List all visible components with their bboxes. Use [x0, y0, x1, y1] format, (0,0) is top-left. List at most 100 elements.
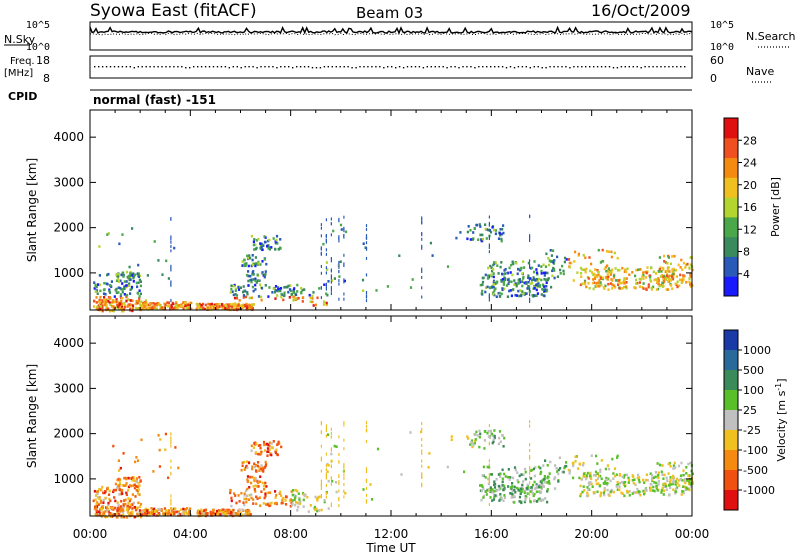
power-cell — [668, 274, 671, 278]
velocity-cell — [98, 508, 102, 511]
power-cell — [506, 271, 509, 275]
velocity-cell — [476, 434, 479, 437]
power-cell — [598, 284, 601, 288]
velocity-cell — [139, 511, 142, 514]
velocity-cell — [663, 473, 666, 477]
velocity-cell — [245, 500, 248, 504]
velocity-cell — [170, 438, 172, 442]
power-cell — [338, 266, 340, 269]
velocity-cell — [582, 463, 585, 467]
power-cell — [650, 266, 653, 270]
velocity-cell — [238, 500, 241, 503]
power-cell — [247, 256, 250, 260]
velocity-cell — [157, 507, 160, 511]
velocity-cell — [243, 497, 246, 501]
velocity-cell — [112, 488, 115, 492]
power-cell — [563, 260, 566, 264]
power-cell — [227, 307, 230, 310]
power-cell — [683, 274, 686, 278]
freq-point — [438, 66, 440, 68]
power-cell — [689, 282, 692, 285]
velocity-cell — [565, 461, 568, 464]
velocity-cell — [599, 468, 602, 472]
power-cell — [653, 278, 656, 282]
power-cell — [542, 271, 546, 275]
velocity-cell — [606, 464, 609, 467]
power-cell — [635, 282, 638, 285]
power-cell — [141, 304, 144, 307]
power-cell — [541, 283, 545, 287]
power-cell — [375, 289, 378, 292]
velocity-cell — [623, 494, 626, 498]
velocity-cell — [131, 479, 135, 482]
power-cell — [488, 246, 490, 249]
velocity-cell — [307, 510, 310, 513]
power-cell — [481, 283, 484, 287]
power-cell — [116, 303, 119, 307]
velocity-cell — [595, 454, 598, 458]
power-cell — [667, 266, 670, 269]
power-cell — [110, 280, 113, 283]
power-cell — [128, 278, 131, 282]
velocity-cell — [510, 487, 513, 491]
power-cell — [610, 278, 613, 281]
power-cell — [476, 223, 479, 227]
power-cell — [247, 279, 250, 283]
power-cell — [642, 282, 645, 285]
power-cell — [149, 306, 152, 310]
velocity-cell — [264, 494, 267, 498]
power-cell — [617, 279, 620, 282]
velocity-cell — [539, 466, 542, 470]
velocity-cell — [102, 491, 105, 495]
power-cell — [537, 264, 540, 267]
power-cell — [333, 277, 336, 280]
power-cell — [251, 285, 254, 289]
velocity-cell — [622, 476, 625, 479]
velocity-cell — [314, 495, 317, 499]
power-cell — [543, 285, 546, 288]
velocity-cell — [150, 509, 153, 513]
velocity-cell — [158, 448, 161, 452]
power-cell — [251, 307, 254, 310]
power-cell — [659, 283, 663, 287]
velocity-cell — [96, 501, 99, 504]
power-cell — [365, 227, 368, 231]
power-cell — [246, 306, 249, 310]
velocity-cell — [258, 469, 261, 472]
power-cell — [251, 273, 254, 276]
freq-point — [418, 66, 421, 68]
power-cell — [508, 266, 511, 270]
power-cell — [592, 278, 595, 281]
power-cell — [327, 280, 330, 283]
velocity-cell — [224, 511, 227, 515]
velocity-cell — [523, 500, 526, 504]
velocity-cell — [446, 465, 449, 469]
power-cell — [421, 246, 423, 250]
power-cell — [234, 293, 237, 296]
velocity-cell — [479, 432, 482, 436]
power-cell — [93, 299, 96, 303]
power-cell — [642, 287, 645, 290]
power-cell — [274, 289, 277, 292]
velocity-cell — [230, 499, 233, 503]
power-cell — [221, 304, 224, 308]
velocity-cell — [298, 502, 301, 506]
power-cell — [487, 228, 490, 232]
velocity-cell — [642, 478, 645, 482]
velocity-colorbar-frame — [723, 329, 739, 511]
power-cell — [509, 271, 512, 274]
velocity-cell — [268, 448, 271, 451]
freq-point — [660, 66, 662, 68]
velocity-cell — [122, 504, 125, 508]
velocity-cell — [105, 507, 108, 510]
power-cell — [123, 301, 126, 305]
power-cell — [126, 293, 129, 297]
power-cell — [151, 307, 154, 310]
power-cell — [250, 305, 254, 308]
velocity-cell — [529, 443, 531, 447]
power-cell — [529, 282, 532, 285]
power-cell — [482, 276, 485, 280]
power-cell — [343, 262, 345, 266]
power-cell — [364, 246, 367, 249]
power-cell — [308, 293, 311, 297]
